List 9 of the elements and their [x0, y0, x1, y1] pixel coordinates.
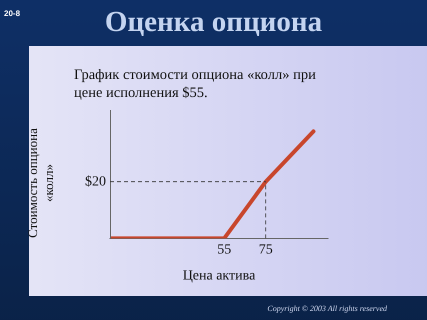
x-tick-label: 75	[258, 242, 273, 258]
chart-title: Оценка опциона	[104, 6, 322, 38]
x-axis-title: Цена актива	[182, 268, 256, 284]
text: $20	[85, 174, 106, 190]
y-axis-title: Стоимость опциона «колл»	[25, 127, 57, 240]
x-tick-label: 55	[217, 242, 232, 258]
text: 20-8	[4, 9, 20, 18]
text: Copyright © 2003 All rights reserved	[267, 304, 387, 313]
chart-subtitle: График стоимости опциона «колл» при цене исполнения $55.	[74, 66, 317, 102]
